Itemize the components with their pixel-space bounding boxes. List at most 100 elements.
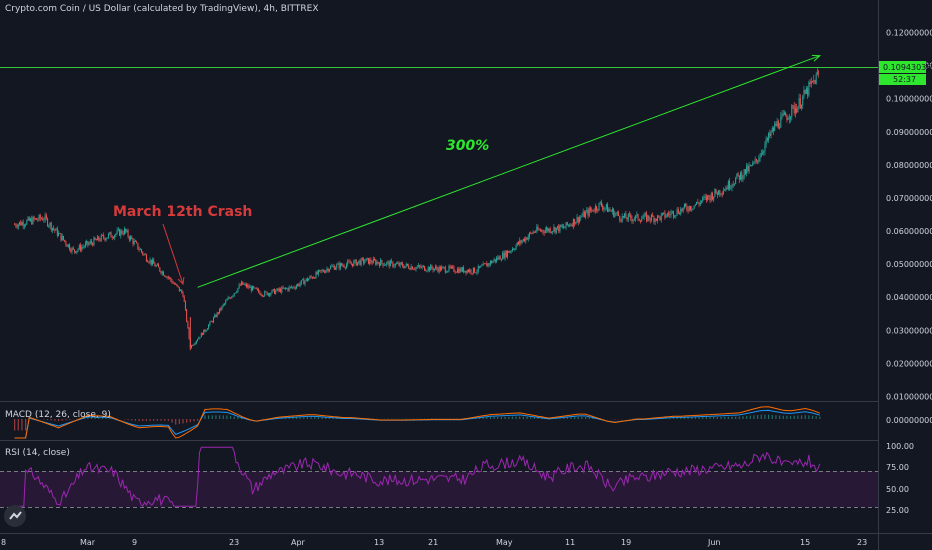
candle-body <box>188 327 190 339</box>
candle-body <box>661 213 663 215</box>
candle-body <box>747 165 749 172</box>
candle-body <box>644 213 646 215</box>
trend-arrow-line <box>197 55 821 288</box>
candle-body <box>560 224 562 227</box>
candle-body <box>39 215 41 219</box>
candle-body <box>709 196 711 201</box>
candle-body <box>86 241 88 244</box>
macd-histogram-bar <box>94 417 96 419</box>
candle-body <box>211 321 213 323</box>
candle-body <box>87 241 89 245</box>
candle-body <box>317 270 319 275</box>
price-axis[interactable]: 0.120000000.110000000.100000000.09000000… <box>886 29 932 516</box>
candle-body <box>256 288 258 290</box>
candle-body <box>533 231 535 233</box>
candle-body <box>786 116 788 120</box>
chart-title: Crypto.com Coin / US Dollar (calculated … <box>5 4 319 14</box>
candle-body <box>732 184 734 186</box>
macd-histogram-bar <box>65 419 67 421</box>
candle-body <box>714 189 716 197</box>
candle-body <box>130 236 132 240</box>
candle-body <box>493 259 495 262</box>
candle-body <box>521 240 523 243</box>
candle-body <box>652 215 654 217</box>
macd-histogram-bar <box>581 416 583 419</box>
candle-body <box>592 209 594 212</box>
candle-body <box>805 88 807 94</box>
candle-body <box>183 296 185 302</box>
macd-histogram-bar <box>237 417 239 419</box>
candle-body <box>642 217 644 219</box>
candle-body <box>508 251 510 253</box>
candle-body <box>45 215 47 219</box>
candle-body <box>389 260 391 267</box>
candle-body <box>688 206 690 211</box>
candle-body <box>56 228 58 236</box>
macd-histogram-bar <box>815 416 817 419</box>
macd-histogram-bar <box>537 417 539 419</box>
macd-histogram-bar <box>167 419 169 421</box>
candle-body <box>611 209 613 212</box>
candle-body <box>716 193 718 195</box>
candle-body <box>515 245 517 250</box>
macd-histogram-bar <box>672 417 675 419</box>
candle-body <box>421 266 423 268</box>
candle-body <box>17 224 19 228</box>
candle-body <box>446 272 448 273</box>
candle-body <box>552 231 554 232</box>
candle-body <box>394 263 396 267</box>
macd-histogram-bar <box>142 419 144 422</box>
candle-body <box>156 264 158 266</box>
candle-body <box>228 297 230 299</box>
time-tick-label: May <box>496 538 513 547</box>
candle-body <box>776 121 778 126</box>
candle-body <box>245 283 247 288</box>
candle-body <box>173 283 175 285</box>
macd-histogram-bar <box>522 416 524 419</box>
candle-body <box>565 222 567 228</box>
candle-body <box>215 314 217 317</box>
macd-histogram-bar <box>50 419 52 421</box>
candle-body <box>416 266 418 268</box>
candle-body <box>270 293 272 296</box>
candle-body <box>807 88 809 96</box>
candle-body <box>702 197 704 201</box>
candle-body <box>40 218 42 220</box>
candle-body <box>410 266 412 270</box>
candle-body <box>105 238 107 241</box>
macd-histogram-bar <box>486 417 488 419</box>
candle-body <box>309 276 311 279</box>
candle-body <box>191 345 193 348</box>
macd-histogram-bar <box>804 415 806 419</box>
candle-body <box>200 333 202 338</box>
macd-histogram-bar <box>511 416 513 419</box>
candle-body <box>404 265 406 269</box>
candle-body <box>621 215 623 222</box>
macd-histogram-bar <box>134 419 137 421</box>
candle-body <box>66 244 68 247</box>
candle-body <box>438 266 440 272</box>
candle-body <box>332 265 334 267</box>
candle-body <box>596 206 598 211</box>
candle-body <box>101 235 103 236</box>
candle-body <box>760 152 762 158</box>
candle-body <box>588 208 590 216</box>
candle-body <box>160 271 162 274</box>
candle-body <box>161 271 163 274</box>
candle-body <box>742 176 744 180</box>
tradingview-logo-icon[interactable] <box>4 505 26 527</box>
candle-body <box>153 259 155 264</box>
candle-body <box>743 169 745 177</box>
macd-histogram-bar <box>219 415 221 419</box>
macd-histogram-bar <box>211 415 213 419</box>
candle-body <box>116 230 118 234</box>
candle-body <box>114 235 116 239</box>
candle-body <box>665 216 667 218</box>
candle-body <box>165 276 167 278</box>
time-axis[interactable]: 8 Mar 9 23 Apr 13 21 May 11 19 Jun 15 23 <box>1 538 867 547</box>
candle-body <box>408 265 410 269</box>
candle-body <box>387 261 389 263</box>
candle-body <box>619 215 621 220</box>
candle-body <box>108 233 110 238</box>
